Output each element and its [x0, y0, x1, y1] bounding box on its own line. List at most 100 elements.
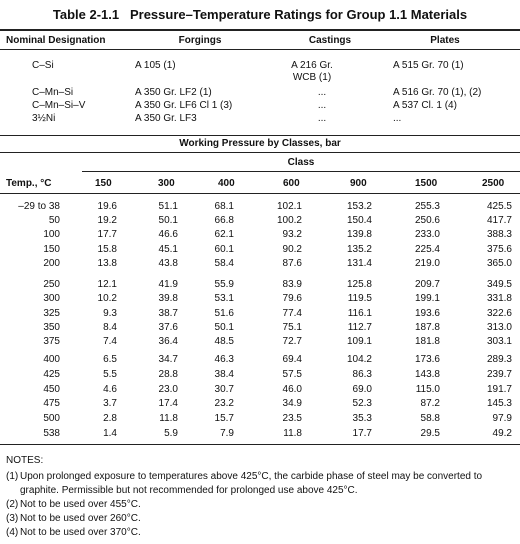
- pressure-value: 51.1: [158, 201, 178, 212]
- pressure-value: 7.4: [103, 336, 117, 348]
- pressure-value: 50.1: [158, 215, 178, 227]
- table-title: Table 2-1.1 Pressure–Temperature Ratings…: [52, 7, 468, 22]
- pressure-value: 255.3: [414, 201, 440, 212]
- temperature: 450: [43, 383, 60, 395]
- pressure-value: 365.0: [486, 257, 512, 269]
- material-cell: A 516 Gr. 70 (1), (2): [393, 87, 482, 98]
- pressure-value: 187.8: [414, 321, 440, 333]
- pressure-value: 34.9: [282, 398, 302, 410]
- pressure-value: 349.5: [486, 279, 512, 290]
- note-marker: (3): [6, 513, 19, 524]
- class-header: 1500: [415, 178, 438, 189]
- pressure-value: 17.4: [158, 398, 178, 410]
- pressure-value: 250.6: [414, 215, 440, 227]
- temperature: –29 to 38: [18, 201, 60, 212]
- note: (3) Not to be used over 260°C.: [6, 512, 506, 526]
- rule: [0, 193, 520, 194]
- pressure-value: 23.2: [214, 398, 234, 410]
- material-cell: C–Si: [32, 60, 54, 71]
- pressure-value: 87.2: [420, 398, 440, 410]
- temp-header: Temp., °C: [6, 178, 52, 189]
- material-cell: A 350 Gr. LF3: [135, 113, 197, 124]
- pressure-value: 37.6: [158, 321, 178, 333]
- pressure-value: 69.4: [282, 354, 302, 365]
- pressure-value: 51.6: [214, 307, 234, 319]
- pressure-value: 3.7: [103, 398, 117, 410]
- pressure-value: 30.7: [214, 383, 234, 395]
- column-header: Plates: [430, 35, 460, 46]
- pressure-value: 313.0: [486, 321, 512, 333]
- pressure-value: 322.6: [486, 307, 512, 319]
- pressure-value: 139.8: [346, 229, 372, 241]
- pressure-value: 68.1: [214, 201, 234, 212]
- rule: [82, 171, 520, 172]
- pressure-value: 66.8: [214, 215, 234, 227]
- pressure-value: 225.4: [414, 243, 440, 255]
- pressure-value: 417.7: [486, 215, 512, 227]
- pressure-value: 75.1: [282, 321, 302, 333]
- pressure-value: 100.2: [276, 215, 302, 227]
- note-marker: (2): [6, 499, 19, 510]
- column-header: Nominal Designation: [6, 35, 106, 46]
- pressure-caption: Working Pressure by Classes, bar: [179, 138, 341, 149]
- class-header: 400: [218, 178, 235, 189]
- material-cell: A 350 Gr. LF6 Cl 1 (3): [135, 100, 233, 111]
- pressure-value: 41.9: [158, 279, 178, 290]
- pressure-value: 193.6: [414, 307, 440, 319]
- material-cell: ...: [317, 113, 327, 124]
- pressure-value: 29.5: [420, 428, 440, 439]
- note-text: Not to be used over 455°C.: [20, 499, 141, 510]
- pressure-value: 60.1: [214, 243, 234, 255]
- pressure-value: 28.8: [158, 368, 178, 380]
- rule: [0, 152, 520, 153]
- pressure-value: 5.9: [164, 428, 178, 439]
- pressure-value: 135.2: [346, 243, 372, 255]
- temperature: 100: [43, 229, 60, 241]
- pressure-value: 50.1: [214, 321, 234, 333]
- pressure-value: 23.5: [282, 413, 302, 425]
- pressure-value: 15.8: [97, 243, 117, 255]
- pressure-value: 57.5: [282, 368, 302, 380]
- temperature: 500: [43, 413, 60, 425]
- pressure-value: 331.8: [486, 293, 512, 305]
- pressure-value: 93.2: [282, 229, 302, 241]
- note-text: Not to be used over 370°C.: [20, 527, 141, 538]
- class-header: 900: [350, 178, 367, 189]
- pressure-value: 17.7: [352, 428, 372, 439]
- pressure-value: 150.4: [346, 215, 372, 227]
- pressure-value: 13.8: [97, 257, 117, 269]
- material-cell: ...: [393, 113, 402, 124]
- pressure-value: 35.3: [352, 413, 372, 425]
- pressure-value: 181.8: [414, 336, 440, 348]
- temperature: 50: [48, 215, 60, 227]
- temperature: 250: [43, 279, 60, 290]
- pressure-value: 9.3: [103, 307, 117, 319]
- pressure-value: 45.1: [158, 243, 178, 255]
- material-cell: A 515 Gr. 70 (1): [393, 60, 464, 71]
- material-cell: ...: [317, 100, 327, 111]
- note-text: Not to be used over 260°C.: [20, 513, 141, 524]
- pressure-value: 48.5: [214, 336, 234, 348]
- pressure-value: 112.7: [347, 321, 372, 333]
- notes-heading: NOTES:: [6, 455, 44, 466]
- pressure-value: 109.1: [346, 336, 372, 348]
- pressure-value: 90.2: [282, 243, 302, 255]
- temperature: 375: [43, 336, 60, 348]
- pressure-value: 425.5: [486, 201, 512, 212]
- temperature: 425: [43, 368, 60, 380]
- pressure-value: 23.0: [158, 383, 178, 395]
- note-marker: (1): [6, 471, 19, 482]
- temperature: 200: [43, 257, 60, 269]
- material-cell: A 537 Cl. 1 (4): [393, 100, 457, 111]
- pressure-value: 49.2: [492, 428, 512, 439]
- pressure-value: 77.4: [282, 307, 302, 319]
- temperature: 538: [43, 428, 60, 439]
- pressure-value: 102.1: [276, 201, 302, 212]
- material-cell: C–Mn–Si: [32, 87, 74, 98]
- pressure-value: 83.9: [282, 279, 302, 290]
- pressure-value: 19.2: [97, 215, 117, 227]
- pressure-value: 17.7: [97, 229, 117, 241]
- rule: [0, 444, 520, 445]
- pressure-value: 173.6: [414, 354, 440, 365]
- temperature: 475: [43, 398, 60, 410]
